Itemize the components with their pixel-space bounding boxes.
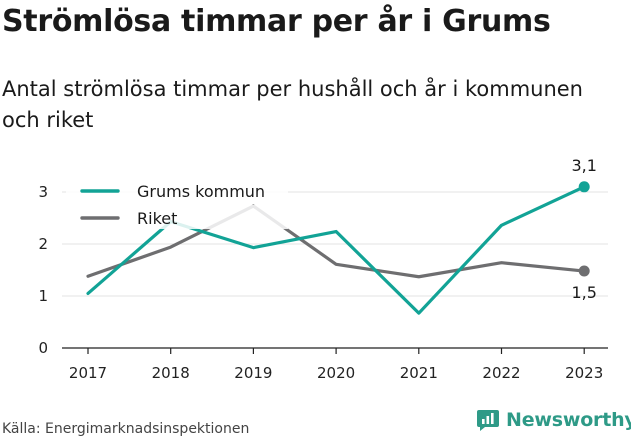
y-tick-label: 0 <box>38 339 48 357</box>
x-tick-label: 2022 <box>482 364 520 382</box>
brand-name: Newsworthy <box>506 409 631 431</box>
newsworthy-logo-icon <box>477 410 499 431</box>
line-chart: 0 1 2 3 2017 2018 2019 2020 2021 2022 2023 Grums ko… <box>38 156 608 382</box>
source-note: Källa: Energimarknadsinspektionen <box>2 421 250 437</box>
x-tick-label: 2017 <box>69 364 107 382</box>
legend-label-grums-kommun: Grums kommun <box>137 182 265 201</box>
brand-logo[interactable]: Newsworthy <box>476 408 631 432</box>
series-line-riket <box>86 204 586 279</box>
end-point-riket <box>578 265 590 277</box>
x-tick-label: 2020 <box>317 364 355 382</box>
chart-title: Strömlösa timmar per år i Grums <box>2 4 551 39</box>
end-label-grums-kommun: 3,1 <box>571 156 596 175</box>
legend-label-riket: Riket <box>137 209 177 228</box>
x-tick-label: 2021 <box>400 364 438 382</box>
x-tick-label: 2018 <box>152 364 190 382</box>
end-label-riket: 1,5 <box>571 283 596 302</box>
y-tick-label: 3 <box>38 183 48 201</box>
end-point-grums-kommun <box>578 181 590 193</box>
x-tick-label: 2023 <box>565 364 603 382</box>
y-tick-label: 2 <box>38 235 48 253</box>
y-tick-label: 1 <box>38 287 48 305</box>
chart-subtitle: Antal strömlösa timmar per hushåll och å… <box>2 77 583 132</box>
x-tick-label: 2019 <box>234 364 272 382</box>
